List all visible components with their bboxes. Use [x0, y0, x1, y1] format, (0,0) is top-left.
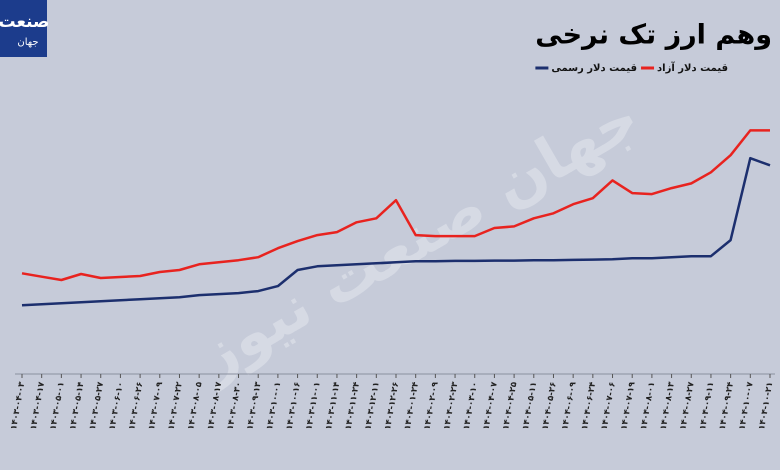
- series-line: [21, 156, 771, 307]
- series-line: [21, 129, 770, 282]
- chart-title: وهم ارز تک نرخی: [535, 20, 772, 51]
- logo-box: [0, 0, 47, 57]
- logo-text: صنعت: [0, 12, 49, 32]
- legend-label: قیمت دلار آزاد: [657, 61, 728, 74]
- legend-label: قیمت دلار رسمی: [551, 63, 637, 74]
- logo-text: جهان: [17, 37, 38, 48]
